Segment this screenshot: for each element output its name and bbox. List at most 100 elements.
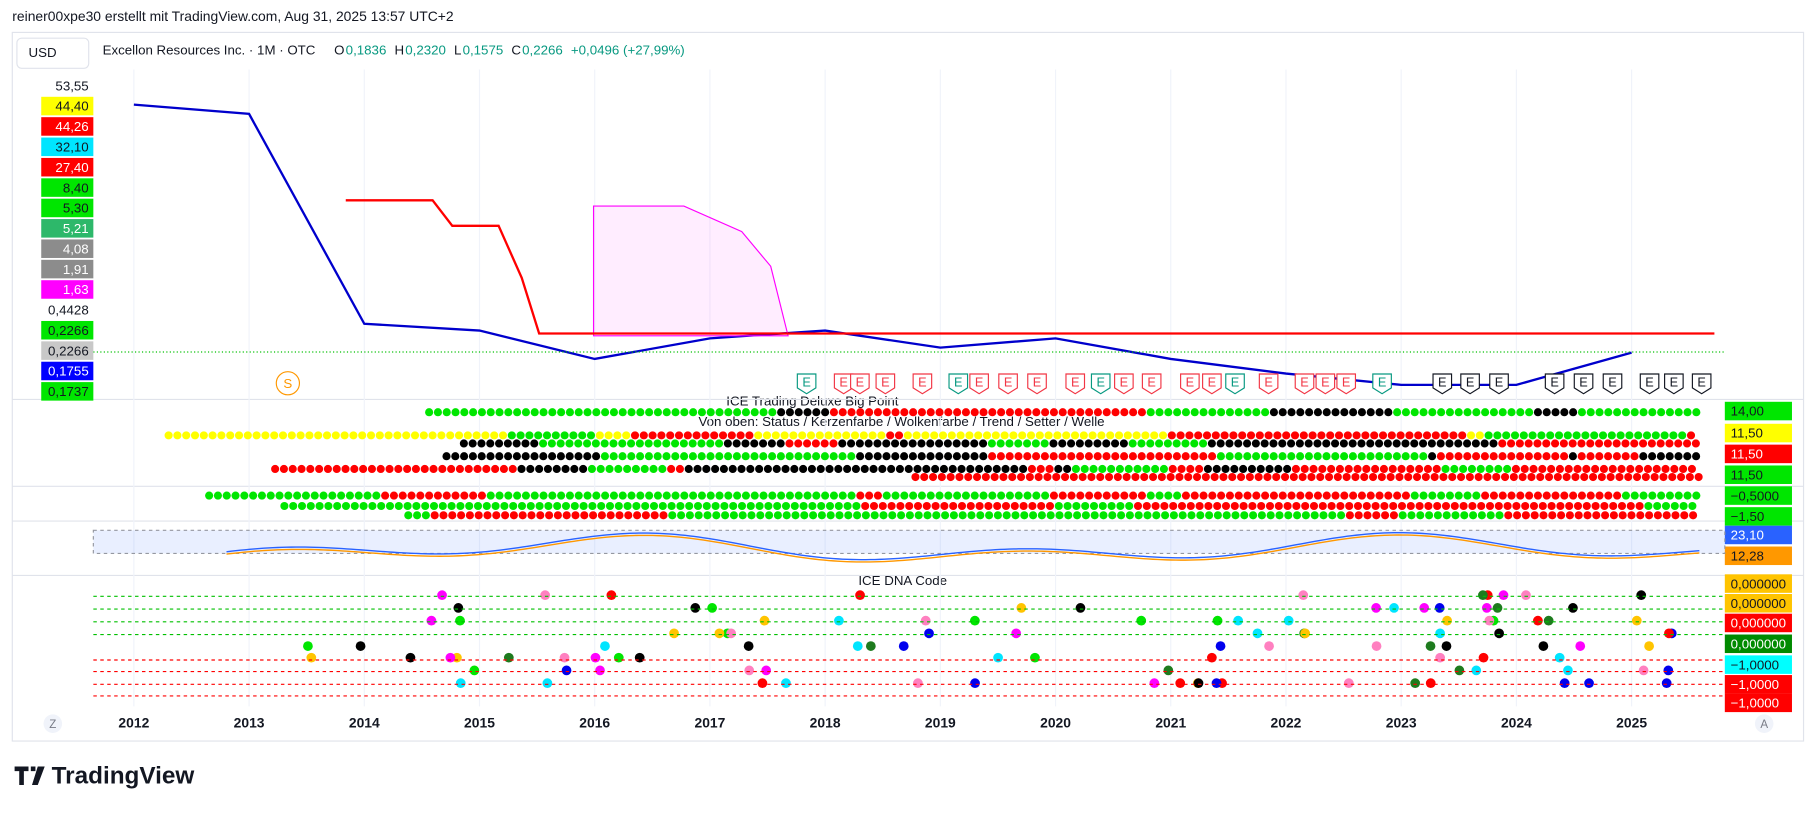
signal-dot [1441,464,1450,473]
axis-label-bg [1724,423,1792,443]
signal-dot [1157,473,1166,482]
signal-dot [808,501,817,511]
signal-dot [1084,452,1093,461]
signal-dot [552,464,561,473]
signal-dot [1604,491,1613,500]
signal-dot [711,501,720,511]
signal-dot [490,431,499,440]
signal-dot [1243,491,1252,500]
signal-dot [495,439,504,448]
axis-button[interactable] [43,714,63,733]
signal-dot [1378,431,1388,440]
signal-dot [996,439,1005,448]
signal-dot [1049,408,1058,417]
signal-dot [1613,491,1622,500]
signal-dot [1137,452,1146,461]
axis-button[interactable] [1754,714,1774,733]
price-label: 8,40 [63,180,89,195]
signal-dot [1310,511,1319,520]
signal-dot [1665,491,1674,500]
signal-dot [491,501,500,511]
signal-dot [887,464,896,473]
earnings-marker [912,373,933,395]
signal-dot [1450,464,1459,473]
signal-dot [1151,501,1160,511]
signal-dot [1309,501,1319,511]
dna-dot [561,665,572,676]
signal-dot [1040,452,1049,461]
signal-dot [1459,464,1468,473]
signal-dot [1058,439,1067,448]
signal-dot [958,511,967,520]
signal-dot [1562,473,1571,482]
signal-dot [173,431,182,440]
signal-dot [1524,452,1533,461]
signal-dot [1401,439,1410,448]
signal-dot [1317,431,1326,440]
signal-dot [583,439,592,448]
signal-dot [1536,473,1545,482]
earnings-label: E [1231,375,1239,390]
signal-dot [1489,452,1498,461]
signal-dot [331,431,340,440]
header: reiner00xpe30 erstellt mit TradingView.c… [12,8,454,24]
signal-dot [903,431,912,440]
signal-dot [1184,473,1193,482]
signal-dot [993,501,1002,511]
signal-dot [460,452,469,461]
axis-label: −0,5000 [1731,488,1779,503]
signal-dot [781,501,791,511]
signal-dot [1621,491,1630,500]
signal-dot [1351,473,1360,482]
signal-dot [1392,439,1401,448]
dna-dot [1136,615,1147,626]
signal-dot [384,431,393,440]
signal-dot [853,511,862,520]
signal-dot [1353,501,1363,511]
signal-dot [359,501,368,511]
signal-dot [589,511,598,520]
signal-dot [947,431,956,440]
signal-dot [1106,431,1115,440]
signal-dot [1089,464,1098,473]
signal-dot [1343,431,1352,440]
signal-dot [1546,431,1555,440]
signal-dot [297,501,307,511]
signal-dot [597,511,606,520]
signal-dot [680,452,689,461]
signal-dot [469,491,478,500]
signal-dot [491,464,500,473]
signal-dot [521,439,530,448]
signal-dot [645,408,654,417]
signal-dot [1199,439,1208,448]
signal-dot [557,408,566,417]
signal-dot [715,491,724,500]
signal-dot [864,452,873,461]
signal-dot [442,491,451,500]
signal-dot [932,511,941,520]
signal-dot [747,511,756,520]
signal-dot [588,501,597,511]
signal-dot [1027,464,1036,473]
signal-dot [1363,511,1372,520]
signal-dot [1313,408,1322,417]
signal-dot [349,431,358,440]
signal-dot [635,439,644,448]
signal-dot [1448,473,1457,482]
signal-dot [1560,408,1569,417]
signal-dot [1128,439,1137,448]
axis-label-bg [1724,634,1792,654]
earnings-marker [1065,373,1086,395]
signal-dot [702,464,711,473]
signal-dot [650,511,659,520]
signal-dot [888,511,897,520]
signal-dot [1518,473,1527,482]
signal-dot [931,464,940,473]
signal-dot [997,408,1006,417]
signal-dot [1670,464,1679,473]
currency-button[interactable] [16,37,90,69]
signal-dot [1322,439,1331,448]
signal-dot [217,431,226,440]
signal-dot [1542,408,1551,417]
signal-dot [1019,464,1028,473]
